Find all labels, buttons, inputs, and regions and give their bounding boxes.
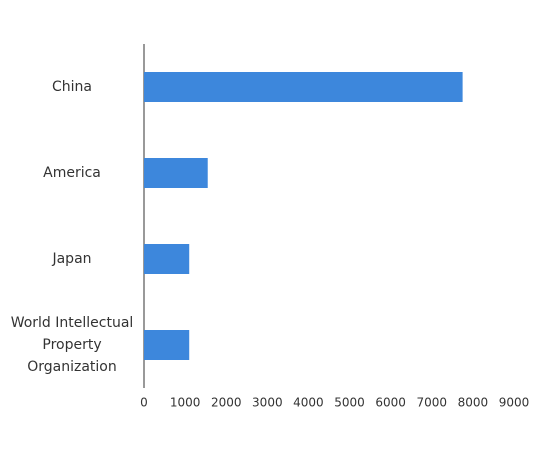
- bar: [144, 158, 208, 188]
- y-tick-label: China: [52, 79, 92, 95]
- x-tick-label: 5000: [334, 396, 365, 410]
- x-tick-label: 8000: [458, 396, 489, 410]
- y-tick-label: World Intellectual Property Organization: [10, 315, 134, 375]
- x-tick-label: 2000: [211, 396, 242, 410]
- x-tick-label: 4000: [293, 396, 324, 410]
- y-tick-label: America: [43, 165, 101, 181]
- x-tick-label: 7000: [417, 396, 448, 410]
- x-tick-label: 6000: [375, 396, 406, 410]
- x-tick-label: 9000: [499, 396, 530, 410]
- x-tick-label: 3000: [252, 396, 283, 410]
- x-tick-label: 0: [140, 396, 148, 410]
- y-tick-label: Japan: [52, 251, 92, 267]
- bar: [144, 72, 463, 102]
- x-tick-label: 1000: [170, 396, 201, 410]
- bar: [144, 330, 190, 360]
- bar: [144, 244, 190, 274]
